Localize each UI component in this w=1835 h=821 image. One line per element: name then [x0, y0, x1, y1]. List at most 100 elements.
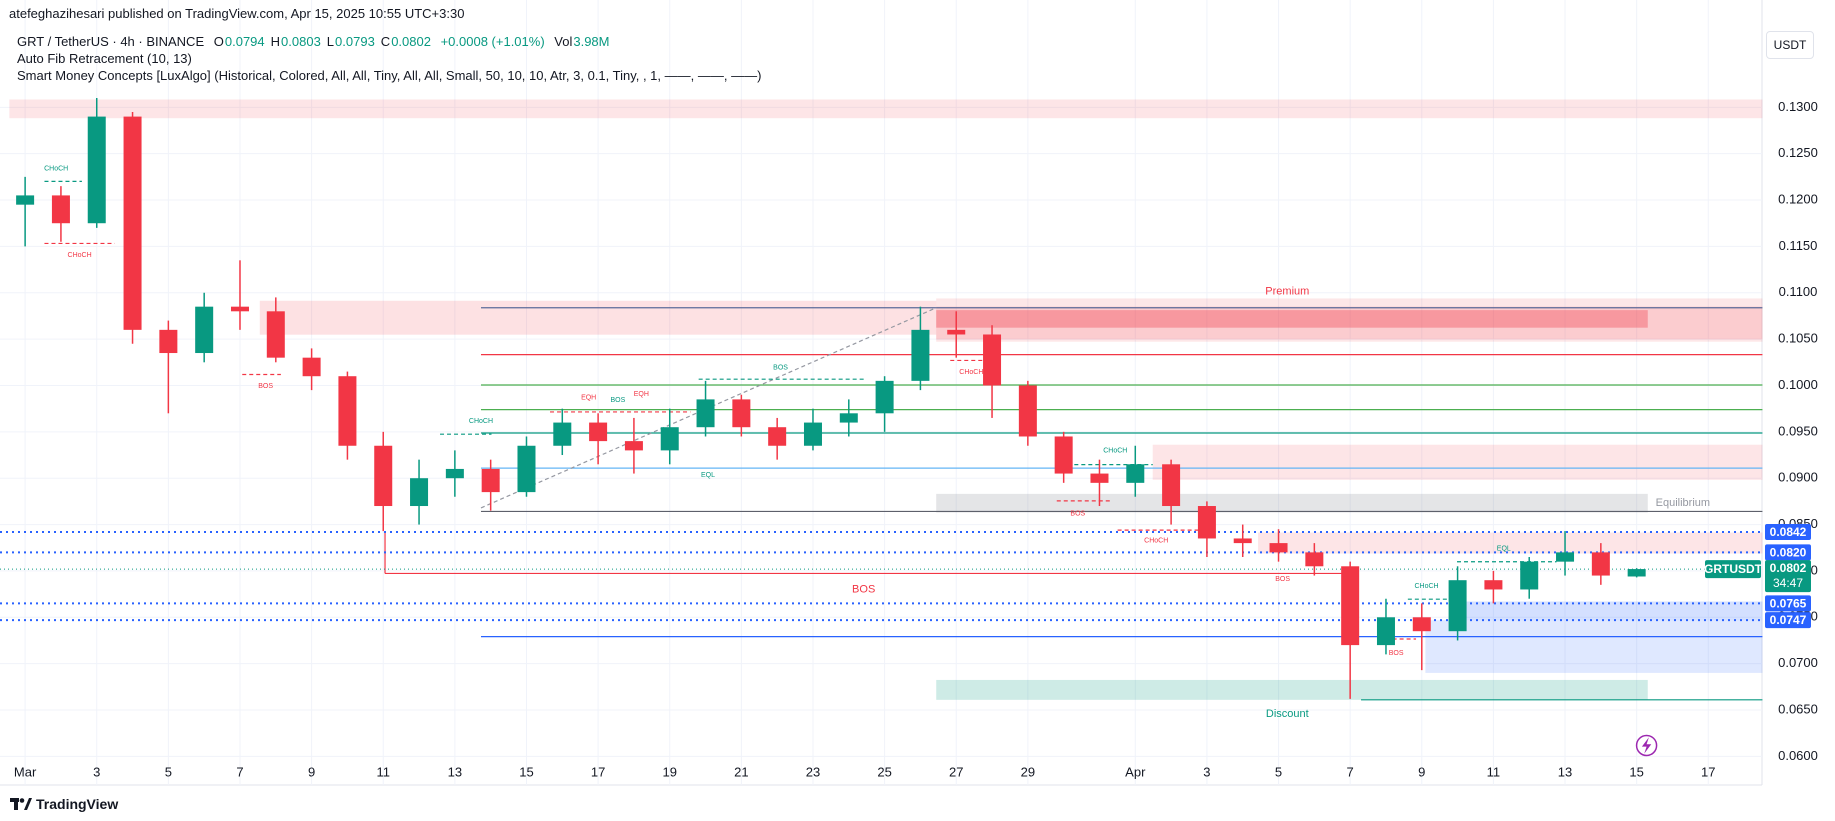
candle-body: [16, 195, 35, 205]
y-tick-label: 0.0600: [1778, 748, 1818, 763]
x-tick-label: 27: [949, 764, 963, 779]
candle-body: [803, 422, 822, 446]
candle-body: [159, 329, 178, 354]
zone: [936, 298, 1763, 342]
x-tick-label: 17: [1701, 764, 1715, 779]
x-tick-label: 21: [734, 764, 748, 779]
candle-body: [445, 468, 464, 479]
x-tick-label: 11: [1487, 764, 1501, 779]
x-tick-label: 5: [1275, 764, 1282, 779]
candle-body: [589, 422, 608, 442]
annotation: BOS: [852, 584, 875, 596]
candle-body: [1305, 552, 1324, 567]
candle-body: [51, 195, 70, 224]
y-tick-label: 0.0900: [1778, 470, 1818, 485]
y-tick-label: 0.1300: [1778, 99, 1818, 114]
candle-body: [1556, 552, 1575, 562]
candle-body: [410, 478, 429, 507]
y-tick-label: 0.0650: [1778, 701, 1818, 716]
brand-logo: [10, 798, 32, 810]
annotation: BOS: [1070, 511, 1085, 518]
symbol: GRT / TetherUS · 4h · BINANCE: [17, 34, 205, 49]
currency-button[interactable]: USDT: [1766, 31, 1814, 59]
symbol-tag: [1705, 560, 1761, 579]
y-tick-label: 0.1200: [1778, 191, 1818, 206]
y-tick-label: 0.1000: [1778, 377, 1818, 392]
candle-body: [195, 306, 214, 354]
candle-body: [481, 468, 500, 493]
annotation: BOS: [611, 397, 626, 404]
candle-body: [1054, 436, 1073, 474]
stat-label: H: [270, 34, 281, 49]
zone: [1152, 444, 1763, 480]
volume: 3.98M: [573, 34, 610, 49]
price-tag: [1765, 612, 1811, 629]
stat-label: O: [213, 34, 224, 49]
annotation: EQL: [1497, 546, 1511, 553]
candle-body: [1484, 580, 1503, 590]
candle-body: [1341, 566, 1360, 646]
volume-label: Vol: [554, 34, 573, 49]
candle-body: [230, 306, 249, 312]
annotation: CHoCH: [469, 418, 493, 425]
price-tag-label: 0.0820: [1770, 546, 1807, 560]
candle-body: [1269, 543, 1288, 553]
zone: [259, 300, 937, 335]
annotation: Discount: [1266, 708, 1309, 720]
stat-value: 0.0794: [224, 34, 265, 49]
y-tick-label: 0.1100: [1779, 284, 1818, 299]
current-tag: [1765, 560, 1811, 593]
price-tag: [1765, 523, 1811, 540]
annotation: CHoCH: [1103, 447, 1127, 454]
candle-body: [660, 427, 679, 451]
x-tick-label: 13: [448, 764, 462, 779]
price-tag: [1765, 544, 1811, 561]
candle-body: [1233, 538, 1252, 544]
indicator-fib[interactable]: Auto Fib Retracement (10, 13): [17, 51, 192, 66]
zone: [936, 306, 1763, 340]
annotation: Equilibrium: [1656, 497, 1710, 509]
x-tick-label: 3: [93, 764, 100, 779]
y-tick-label: 0.0700: [1778, 655, 1818, 670]
x-tick-label: 23: [806, 764, 820, 779]
annotation: EQL: [701, 472, 715, 479]
candle-body: [911, 329, 930, 381]
alert-icon-bolt: [1641, 737, 1652, 754]
candle-body: [338, 376, 357, 446]
candle-body: [1162, 464, 1181, 507]
y-tick-label: 0.1050: [1778, 331, 1818, 346]
alert-icon: [1635, 734, 1658, 757]
candle-body: [1018, 385, 1037, 437]
stat-value: 0.0793: [335, 34, 375, 49]
brand-name: TradingView: [36, 796, 119, 812]
y-tick-label: 0.1150: [1779, 238, 1818, 253]
alert-icon-circle: [1635, 734, 1658, 757]
candle-body: [875, 380, 894, 414]
x-tick-label: Apr: [1125, 764, 1146, 779]
x-tick-label: 15: [519, 764, 533, 779]
x-tick-label: 7: [236, 764, 243, 779]
x-tick-label: 19: [662, 764, 676, 779]
candle-body: [1376, 617, 1395, 646]
annotation: CHoCH: [1144, 538, 1168, 545]
annotation: CHoCH: [44, 165, 68, 172]
candle-body: [983, 334, 1002, 386]
x-tick-label: 7: [1347, 764, 1354, 779]
candle-body: [696, 399, 715, 428]
price-tag-label: 0.0765: [1770, 597, 1807, 611]
candle-body: [266, 311, 285, 358]
x-tick-label: 25: [877, 764, 891, 779]
price-tag: [1765, 595, 1811, 612]
candle-body: [87, 116, 106, 224]
stat-label: L: [326, 34, 335, 49]
publisher: atefeghazihesari published on TradingVie…: [9, 6, 465, 21]
zone: [9, 99, 1763, 119]
zone: [936, 679, 1648, 700]
symbol-line: GRT / TetherUS · 4h · BINANCE O0.0794 H 0.…: [17, 34, 616, 49]
countdown-label: 34:47: [1773, 576, 1803, 590]
indicator-smc[interactable]: Smart Money Concepts [LuxAlgo] (Historic…: [17, 68, 762, 83]
annotation: CHoCH: [68, 252, 92, 259]
